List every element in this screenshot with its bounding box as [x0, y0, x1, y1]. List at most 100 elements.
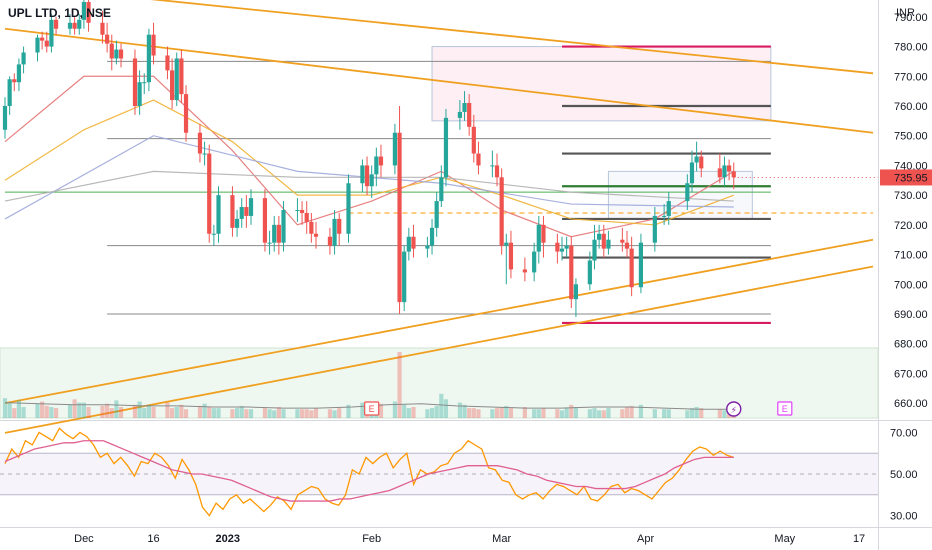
- rsi-line: [4, 427, 734, 517]
- candle-body: [346, 183, 351, 234]
- candle: [597, 224, 602, 249]
- candle: [727, 159, 732, 181]
- candle: [262, 189, 268, 252]
- candle: [170, 58, 175, 109]
- candle: [211, 224, 216, 246]
- candle: [327, 227, 333, 255]
- volume-bar: [624, 407, 630, 418]
- earnings-marker-label: E: [369, 404, 375, 414]
- volume-bar: [81, 402, 87, 418]
- candle: [731, 162, 736, 190]
- candle: [369, 165, 374, 199]
- volume-bar: [132, 404, 138, 418]
- candle: [694, 141, 699, 172]
- candle-body: [397, 132, 402, 303]
- candle-body: [425, 245, 430, 249]
- volume-bar: [476, 409, 481, 418]
- candle-body: [72, 22, 77, 29]
- volume-bar: [7, 402, 12, 418]
- trendline: [4, 238, 874, 405]
- volume-bar: [467, 408, 472, 418]
- volume-bar: [12, 408, 17, 418]
- candle-body: [689, 162, 695, 184]
- candle-body: [536, 224, 541, 252]
- candle: [183, 85, 189, 142]
- candle: [309, 212, 314, 243]
- candle: [81, 0, 87, 29]
- price-tick-label: 760.00: [894, 101, 928, 113]
- volume-bar: [429, 408, 435, 418]
- volume-bar: [21, 407, 26, 418]
- volume-bar: [555, 409, 560, 418]
- candle: [467, 94, 472, 136]
- candle: [40, 31, 45, 50]
- volume-bar: [72, 399, 77, 418]
- candle-body: [239, 207, 244, 219]
- candle-body: [494, 165, 500, 178]
- volume-bar: [504, 405, 509, 418]
- volume-bar: [234, 408, 240, 418]
- candle: [21, 46, 26, 74]
- candle-body: [392, 132, 398, 166]
- candle-body: [309, 221, 314, 234]
- candle: [109, 34, 114, 71]
- candle-body: [462, 103, 467, 112]
- candle-body: [151, 34, 156, 56]
- last-price-tag: [880, 169, 932, 186]
- candle: [620, 227, 625, 252]
- candle: [425, 236, 430, 258]
- candle: [248, 189, 254, 225]
- candle: [564, 236, 569, 258]
- candle-body: [81, 2, 87, 20]
- volume-bar: [662, 409, 667, 418]
- candle: [16, 58, 22, 92]
- candle: [559, 236, 565, 261]
- candle-body: [67, 22, 73, 29]
- candle: [234, 210, 240, 237]
- volume-bar: [439, 393, 444, 418]
- candle: [629, 236, 634, 297]
- volume-bar: [406, 408, 411, 418]
- time-tick-label: Mar: [492, 533, 511, 545]
- candle-body: [360, 165, 365, 184]
- volume-bar: [248, 409, 254, 418]
- candle: [146, 28, 151, 92]
- rsi-tick-label: 70.00: [890, 427, 918, 439]
- candle-body: [211, 233, 216, 235]
- volume-bar: [346, 404, 351, 418]
- volume-bar: [652, 409, 657, 418]
- volume-bar: [638, 404, 644, 418]
- candle: [504, 233, 509, 285]
- candle: [374, 147, 379, 187]
- volume-pane-bg: [0, 347, 879, 419]
- volume-bar: [443, 399, 449, 418]
- volume-bar: [211, 408, 216, 418]
- candle: [267, 230, 272, 255]
- volume-bar: [86, 407, 91, 418]
- volume-bar: [40, 401, 45, 418]
- candle-body: [77, 19, 82, 29]
- candle-body: [471, 126, 476, 154]
- volume-bar: [499, 407, 504, 418]
- candle-body: [429, 227, 435, 246]
- candle-body: [666, 201, 671, 216]
- candle-body: [364, 165, 370, 187]
- candle: [100, 10, 105, 44]
- candle-body: [202, 153, 207, 155]
- time-tick-label: 17: [853, 533, 865, 545]
- candle-body: [490, 165, 495, 167]
- candle-body: [587, 260, 592, 285]
- candle: [601, 224, 606, 258]
- candle-body: [299, 210, 305, 213]
- volume-bar: [295, 409, 300, 418]
- moving-average-slow-2: [4, 170, 734, 202]
- candle-body: [597, 233, 602, 240]
- volume-bar: [587, 409, 592, 418]
- candle-body: [262, 198, 268, 243]
- currency-label: INR: [896, 7, 915, 19]
- candle-body: [569, 245, 574, 300]
- volume-bar: [592, 408, 597, 418]
- candle: [411, 224, 416, 258]
